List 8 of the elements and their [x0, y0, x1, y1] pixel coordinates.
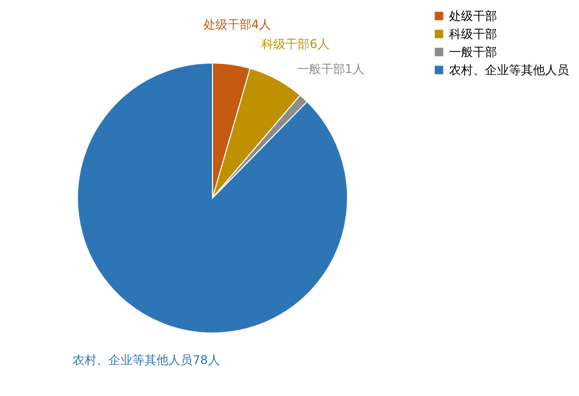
data-label: 农村、企业等其他人员78人 [72, 352, 220, 367]
data-label: 一般干部1人 [296, 62, 364, 76]
legend-label: 农村、企业等其他人员 [449, 63, 569, 77]
data-label: 处级干部4人 [203, 18, 271, 32]
legend-label: 一般干部 [449, 45, 497, 59]
data-label: 科级干部6人 [262, 36, 330, 51]
legend-label: 科级干部 [449, 27, 497, 41]
legend-label: 处级干部 [449, 9, 497, 23]
